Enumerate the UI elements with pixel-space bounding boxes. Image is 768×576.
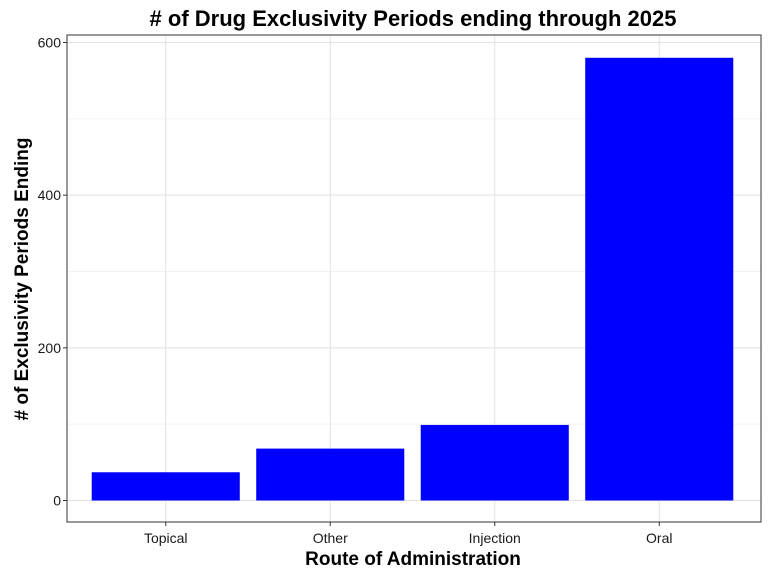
- bar-injection: [420, 424, 569, 501]
- x-tick-label: Oral: [646, 530, 672, 546]
- bar-oral: [585, 57, 734, 501]
- x-tick-label: Other: [313, 530, 348, 546]
- bar-topical: [91, 472, 240, 501]
- x-axis-title: Route of Administration: [305, 549, 521, 570]
- y-axis: 0 200 400 600: [38, 35, 67, 509]
- y-tick-label: 400: [38, 187, 62, 203]
- y-tick-label: 200: [38, 340, 62, 356]
- chart-title: # of Drug Exclusivity Periods ending thr…: [150, 6, 677, 31]
- x-tick-label: Topical: [144, 530, 188, 546]
- y-tick-label: 600: [38, 35, 62, 51]
- bars: [91, 57, 734, 501]
- x-tick-label: Injection: [469, 530, 521, 546]
- bar-other: [256, 448, 405, 501]
- y-tick-label: 0: [53, 493, 61, 509]
- y-axis-title: # of Exclusivity Periods Ending: [12, 138, 33, 421]
- plot-panel: [66, 34, 762, 523]
- x-axis: Topical Other Injection Oral: [144, 522, 672, 546]
